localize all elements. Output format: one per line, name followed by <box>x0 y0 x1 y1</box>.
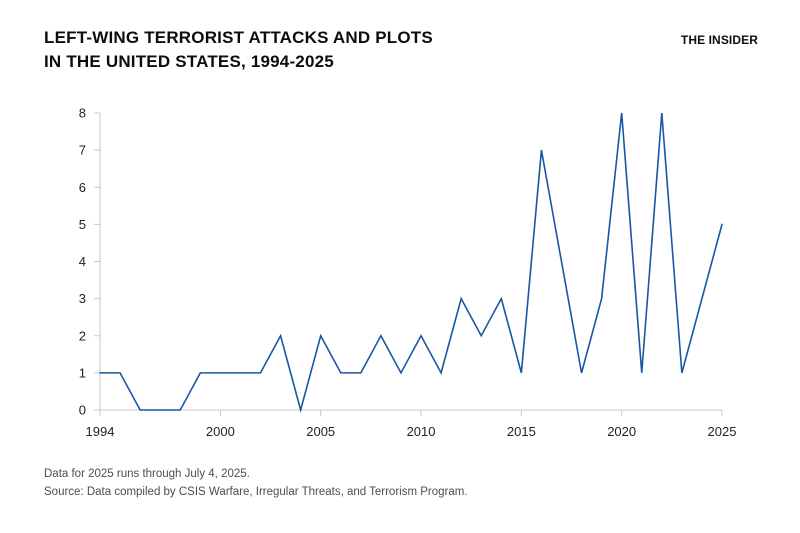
y-tick-label: 6 <box>79 180 86 195</box>
x-tick-label: 2015 <box>507 424 536 439</box>
y-tick-label: 3 <box>79 291 86 306</box>
footnote-source: Source: Data compiled by CSIS Warfare, I… <box>44 485 468 498</box>
brand-logo: THE INSIDER <box>680 33 758 47</box>
x-tick-label: 2010 <box>407 424 436 439</box>
x-tick-label: 2025 <box>708 424 737 439</box>
x-tick-label: 1994 <box>86 424 115 439</box>
y-tick-label: 1 <box>79 365 86 380</box>
y-tick-label: 5 <box>79 217 86 232</box>
footnotes: Data for 2025 runs through July 4, 2025.… <box>44 466 468 502</box>
y-tick-label: 8 <box>79 106 86 121</box>
chart-title-line2: IN THE UNITED STATES, 1994-2025 <box>44 51 334 71</box>
y-tick-label: 0 <box>79 403 86 418</box>
x-tick-label: 2020 <box>607 424 636 439</box>
chart-title-line1: LEFT-WING TERRORIST ATTACKS AND PLOTS <box>44 28 433 47</box>
x-tick-label: 2005 <box>306 424 335 439</box>
data-line <box>99 112 723 414</box>
y-tick-label: 2 <box>79 328 86 343</box>
y-tick-label: 7 <box>79 143 86 158</box>
x-tick-label: 2000 <box>206 424 235 439</box>
y-tick-label: 4 <box>79 254 86 269</box>
footnote-data-range: Data for 2025 runs through July 4, 2025. <box>44 468 250 480</box>
chart-title: LEFT-WING TERRORIST ATTACKS AND PLOTS IN… <box>44 26 433 74</box>
